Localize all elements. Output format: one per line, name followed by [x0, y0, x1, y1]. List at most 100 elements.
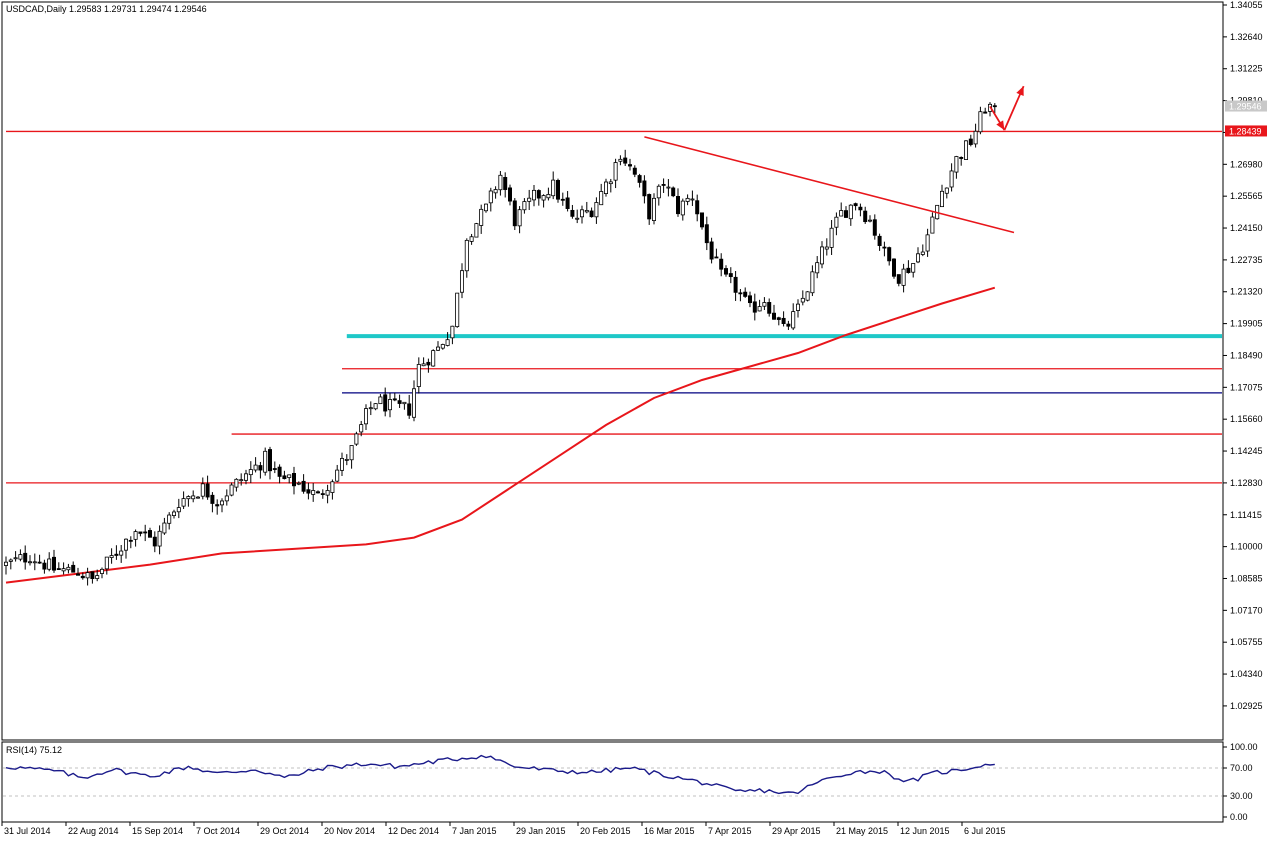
candle-body [37, 561, 42, 564]
candle-body [536, 190, 541, 199]
price-tick-label: 1.02925 [1230, 701, 1263, 711]
candle-body [71, 564, 76, 573]
price-tick-label: 1.19905 [1230, 319, 1263, 329]
candle-body [32, 561, 37, 564]
candle-body [306, 489, 311, 494]
candle-body [796, 303, 801, 311]
candle-body [767, 302, 772, 314]
candle-body [676, 196, 681, 215]
candle-body [431, 350, 436, 367]
time-tick-label: 29 Jan 2015 [516, 826, 566, 836]
candle-body [335, 469, 340, 482]
candle-body [954, 156, 959, 173]
candle-body [522, 201, 527, 211]
candle-body [435, 346, 440, 351]
candle-body [580, 209, 585, 218]
candle-body [772, 312, 777, 320]
candle-body [834, 216, 839, 228]
candle-body [594, 202, 599, 218]
candle-body [805, 291, 810, 301]
price-axis: 1.340551.326401.312251.298101.283951.269… [1223, 0, 1263, 711]
candle-body [925, 234, 930, 252]
time-tick-label: 20 Nov 2014 [324, 826, 375, 836]
rsi-path [5, 754, 995, 795]
candle-body [469, 236, 474, 242]
main-panel-frame [1, 1, 1224, 741]
time-tick-label: 20 Feb 2015 [580, 826, 631, 836]
candle-body [239, 479, 244, 482]
candle-body [964, 140, 969, 160]
candle-body [776, 317, 781, 320]
candle-body [445, 339, 450, 346]
candle-body [642, 180, 647, 197]
candle-body [877, 235, 882, 246]
candle-body [584, 210, 589, 213]
candle-body [748, 295, 753, 304]
candle-body [738, 292, 743, 295]
candle-body [829, 227, 834, 248]
candle-body [901, 268, 906, 286]
candle-body [378, 396, 383, 405]
time-tick-label: 7 Jan 2015 [452, 826, 497, 836]
candle-body [724, 268, 729, 275]
rsi-tick-label: 70.00 [1230, 763, 1253, 773]
candle-body [100, 568, 105, 574]
candle-body [459, 270, 464, 293]
candle-body [224, 495, 229, 502]
candle-body [882, 246, 887, 249]
rsi-line [5, 754, 995, 795]
candle-body [387, 399, 392, 411]
time-axis: 31 Jul 2014 22 Aug 2014 15 Sep 2014 7 Oct 2… [1, 822, 1006, 836]
symbol-header: USDCAD,Daily 1.29583 1.29731 1.29474 1.2… [6, 4, 207, 14]
candle-body [124, 538, 129, 551]
price-tick-label: 1.12830 [1230, 478, 1263, 488]
time-tick-label: 22 Aug 2014 [68, 826, 119, 836]
candle-body [863, 210, 868, 223]
candle-body [191, 495, 196, 500]
candle-body [42, 562, 47, 570]
candle-body [493, 189, 498, 194]
candle-body [652, 197, 657, 221]
price-tick-label: 1.10000 [1230, 542, 1263, 552]
trendline-path [644, 136, 1015, 234]
current-price-tag: 1.29546 [1225, 100, 1267, 112]
candle-body [215, 504, 220, 507]
candle-body [13, 557, 18, 560]
moving-average-path [5, 286, 996, 584]
candle-body [363, 408, 368, 425]
price-candles [4, 102, 997, 586]
candle-body [978, 111, 983, 133]
rsi-tick-label: 30.00 [1230, 791, 1253, 801]
candle-body [147, 530, 152, 538]
candle-body [133, 531, 138, 540]
candle-body [892, 258, 897, 277]
candle-body [253, 464, 258, 471]
candle-body [301, 480, 306, 492]
candle-body [61, 568, 66, 572]
candle-body [973, 130, 978, 145]
time-tick-label: 7 Apr 2015 [708, 826, 752, 836]
rsi-tick-label: 0.00 [1230, 812, 1248, 822]
candle-body [349, 445, 354, 461]
time-tick-label: 12 Dec 2014 [388, 826, 439, 836]
candle-body [656, 185, 661, 199]
candle-body [700, 212, 705, 228]
candle-body [671, 187, 676, 197]
price-tick-label: 1.32640 [1230, 32, 1263, 42]
candle-body [138, 531, 143, 534]
candle-body [195, 496, 200, 499]
candle-body [791, 311, 796, 329]
candle-body [628, 164, 633, 167]
candle-body [66, 566, 71, 571]
candle-body [757, 306, 762, 312]
candle-body [503, 176, 508, 190]
candle-body [339, 458, 344, 471]
candle-body [229, 484, 234, 496]
candle-body [733, 276, 738, 293]
candle-body [282, 475, 287, 480]
candle-body [512, 200, 517, 227]
rsi-levels [3, 767, 1222, 797]
candle-body [234, 478, 239, 488]
